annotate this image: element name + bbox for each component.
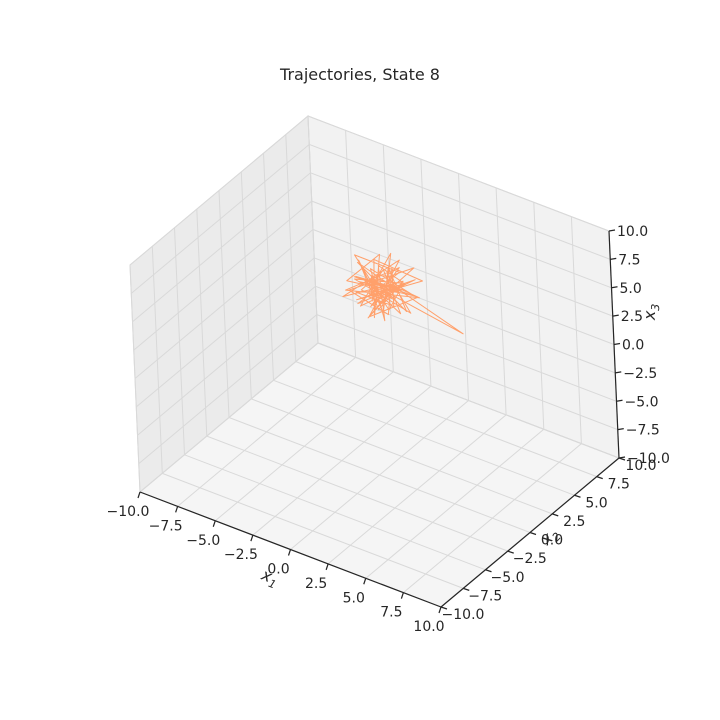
gridline-y-1: [151, 246, 464, 589]
tick-labels: −10.0−10.0−10.0−7.5−7.5−7.5−5.0−5.0−5.0−…: [107, 224, 670, 635]
y-tick-3: [507, 550, 514, 554]
y-tick-8: [618, 457, 626, 461]
gridline-y-4: [218, 190, 531, 533]
trajectory-series: [342, 252, 464, 335]
x-tick-1: [175, 506, 179, 513]
z-tick-7: [610, 257, 617, 260]
axes-lines: [137, 229, 626, 614]
y-tick-7: [596, 476, 603, 480]
y-tick-label: 2.5: [563, 514, 585, 530]
z-axis-label-main: x: [640, 310, 659, 322]
z-tick-5: [612, 314, 619, 317]
y-tick-4: [529, 531, 537, 536]
y-tick-2: [485, 569, 492, 573]
z-tick-label: −5.0: [625, 394, 659, 410]
x-tick-3: [250, 534, 254, 542]
x-tick-label: −7.5: [149, 518, 183, 534]
y-tick-label: 7.5: [608, 477, 630, 493]
gridline-y-2: [174, 227, 486, 571]
x-tick-0: [137, 491, 141, 499]
y-tick-1: [463, 587, 470, 591]
z-axis-label-sub: 3: [649, 304, 662, 311]
z-tick-label: −7.5: [626, 423, 660, 439]
trajectory-line-0: [342, 252, 464, 335]
y-tick-6: [574, 494, 581, 498]
y-tick-label: −10.0: [442, 607, 485, 623]
x-tick-5: [325, 563, 329, 571]
z-tick-label: 10.0: [617, 224, 648, 240]
x-tick-label: −5.0: [186, 533, 220, 549]
x-tick-label: −2.5: [224, 547, 258, 563]
y-tick-label: −7.5: [468, 588, 502, 604]
x-tick-7: [400, 592, 404, 599]
z-tick-label: 7.5: [618, 252, 640, 268]
x-tick-label: 2.5: [305, 576, 327, 592]
x-axis-label-sub: 1: [267, 577, 278, 592]
gridline-y-3: [196, 209, 508, 552]
gridline-z-8: [129, 115, 610, 266]
x-tick-2: [212, 520, 216, 527]
z-tick-6: [611, 286, 618, 289]
x-tick-label: 0.0: [267, 562, 289, 578]
x-tick-label: −10.0: [107, 504, 150, 520]
y-tick-label: 5.0: [585, 495, 607, 511]
y-tick-label: −5.0: [491, 570, 525, 586]
gridline-y-7: [285, 134, 597, 478]
z-tick-8: [608, 229, 616, 232]
gridline-y-8: [307, 115, 620, 459]
y-tick-label: −2.5: [513, 551, 547, 567]
z-tick-label: −10.0: [627, 451, 670, 467]
z-tick-label: 2.5: [621, 309, 643, 325]
y-tick-label: 0.0: [541, 533, 563, 549]
x-tick-label: 5.0: [343, 590, 365, 606]
chart-title: Trajectories, State 8: [279, 65, 440, 84]
y-tick-label: 10.0: [625, 458, 656, 474]
x-tick-label: 7.5: [380, 605, 402, 621]
x-tick-4: [287, 549, 292, 556]
z-tick-4: [613, 342, 621, 346]
x-tick-6: [363, 578, 367, 585]
z-tick-3: [615, 371, 622, 374]
x-tick-label: 10.0: [413, 619, 444, 635]
z-axis-label: x3: [640, 303, 663, 321]
z-tick-label: −2.5: [623, 366, 657, 382]
z-tick-1: [617, 428, 624, 431]
gridline-y-5: [240, 171, 553, 515]
x-tick-8: [438, 606, 442, 614]
y-tick-5: [552, 513, 559, 517]
z-tick-2: [616, 399, 623, 402]
z-tick-label: 5.0: [620, 281, 642, 297]
z-tick-label: 0.0: [622, 338, 644, 354]
gridline-y-6: [263, 153, 575, 496]
y-tick-0: [440, 606, 448, 610]
